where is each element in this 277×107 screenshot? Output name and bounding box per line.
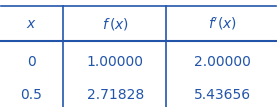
Text: $f\,(x)$: $f\,(x)$ — [102, 16, 129, 32]
Text: $f'(x)$: $f'(x)$ — [208, 16, 237, 32]
Text: 2.00000: 2.00000 — [194, 55, 251, 69]
Text: 5.43656: 5.43656 — [194, 88, 251, 102]
Text: 1.00000: 1.00000 — [87, 55, 144, 69]
Text: 0.5: 0.5 — [20, 88, 42, 102]
Text: 0: 0 — [27, 55, 36, 69]
Text: $x$: $x$ — [26, 17, 37, 31]
Text: 2.71828: 2.71828 — [87, 88, 144, 102]
